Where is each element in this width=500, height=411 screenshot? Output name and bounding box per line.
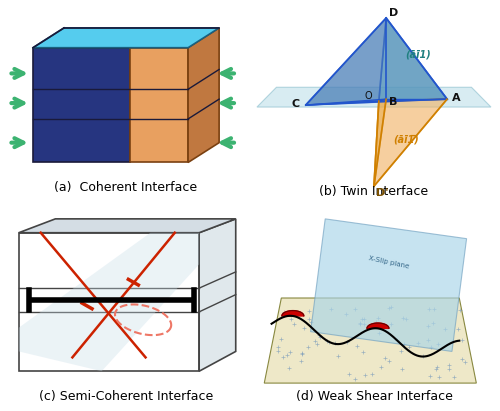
Text: D': D' (376, 188, 389, 198)
Polygon shape (282, 311, 304, 316)
Text: (c) Semi-Coherent Interface: (c) Semi-Coherent Interface (39, 390, 213, 403)
Polygon shape (374, 99, 386, 186)
Text: A: A (452, 93, 460, 103)
Text: X-Slip plane: X-Slip plane (368, 255, 410, 269)
Polygon shape (310, 219, 466, 351)
Polygon shape (19, 233, 199, 371)
Text: (āī1): (āī1) (406, 50, 431, 60)
Polygon shape (306, 18, 386, 105)
Polygon shape (264, 298, 476, 383)
Polygon shape (130, 48, 188, 162)
Text: D: D (388, 8, 398, 18)
Text: (a)  Coherent Interface: (a) Coherent Interface (54, 181, 198, 194)
Polygon shape (257, 87, 491, 107)
Polygon shape (33, 48, 130, 162)
Text: (āī1̅): (āī1̅) (394, 135, 419, 145)
Polygon shape (374, 99, 447, 186)
Text: B: B (388, 97, 397, 107)
Text: (d) Weak Shear Interface: (d) Weak Shear Interface (296, 390, 452, 403)
Text: O: O (364, 91, 372, 101)
Polygon shape (379, 18, 447, 101)
Text: C: C (291, 99, 299, 109)
Polygon shape (19, 233, 199, 371)
Text: (b) Twin Interface: (b) Twin Interface (320, 185, 428, 198)
Polygon shape (19, 219, 236, 233)
Polygon shape (188, 28, 219, 162)
Polygon shape (33, 28, 219, 48)
Polygon shape (306, 18, 447, 105)
Polygon shape (367, 323, 389, 328)
Polygon shape (199, 219, 235, 371)
